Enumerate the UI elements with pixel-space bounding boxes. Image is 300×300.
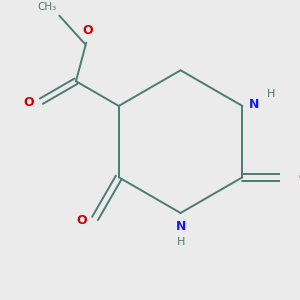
Text: N: N [176, 220, 187, 233]
Text: H: H [177, 236, 186, 247]
Text: O: O [76, 214, 87, 227]
Text: CH₃: CH₃ [38, 2, 57, 12]
Text: O: O [298, 171, 300, 184]
Text: O: O [24, 96, 34, 109]
Text: H: H [267, 88, 275, 99]
Text: N: N [249, 98, 259, 110]
Text: O: O [82, 24, 92, 37]
